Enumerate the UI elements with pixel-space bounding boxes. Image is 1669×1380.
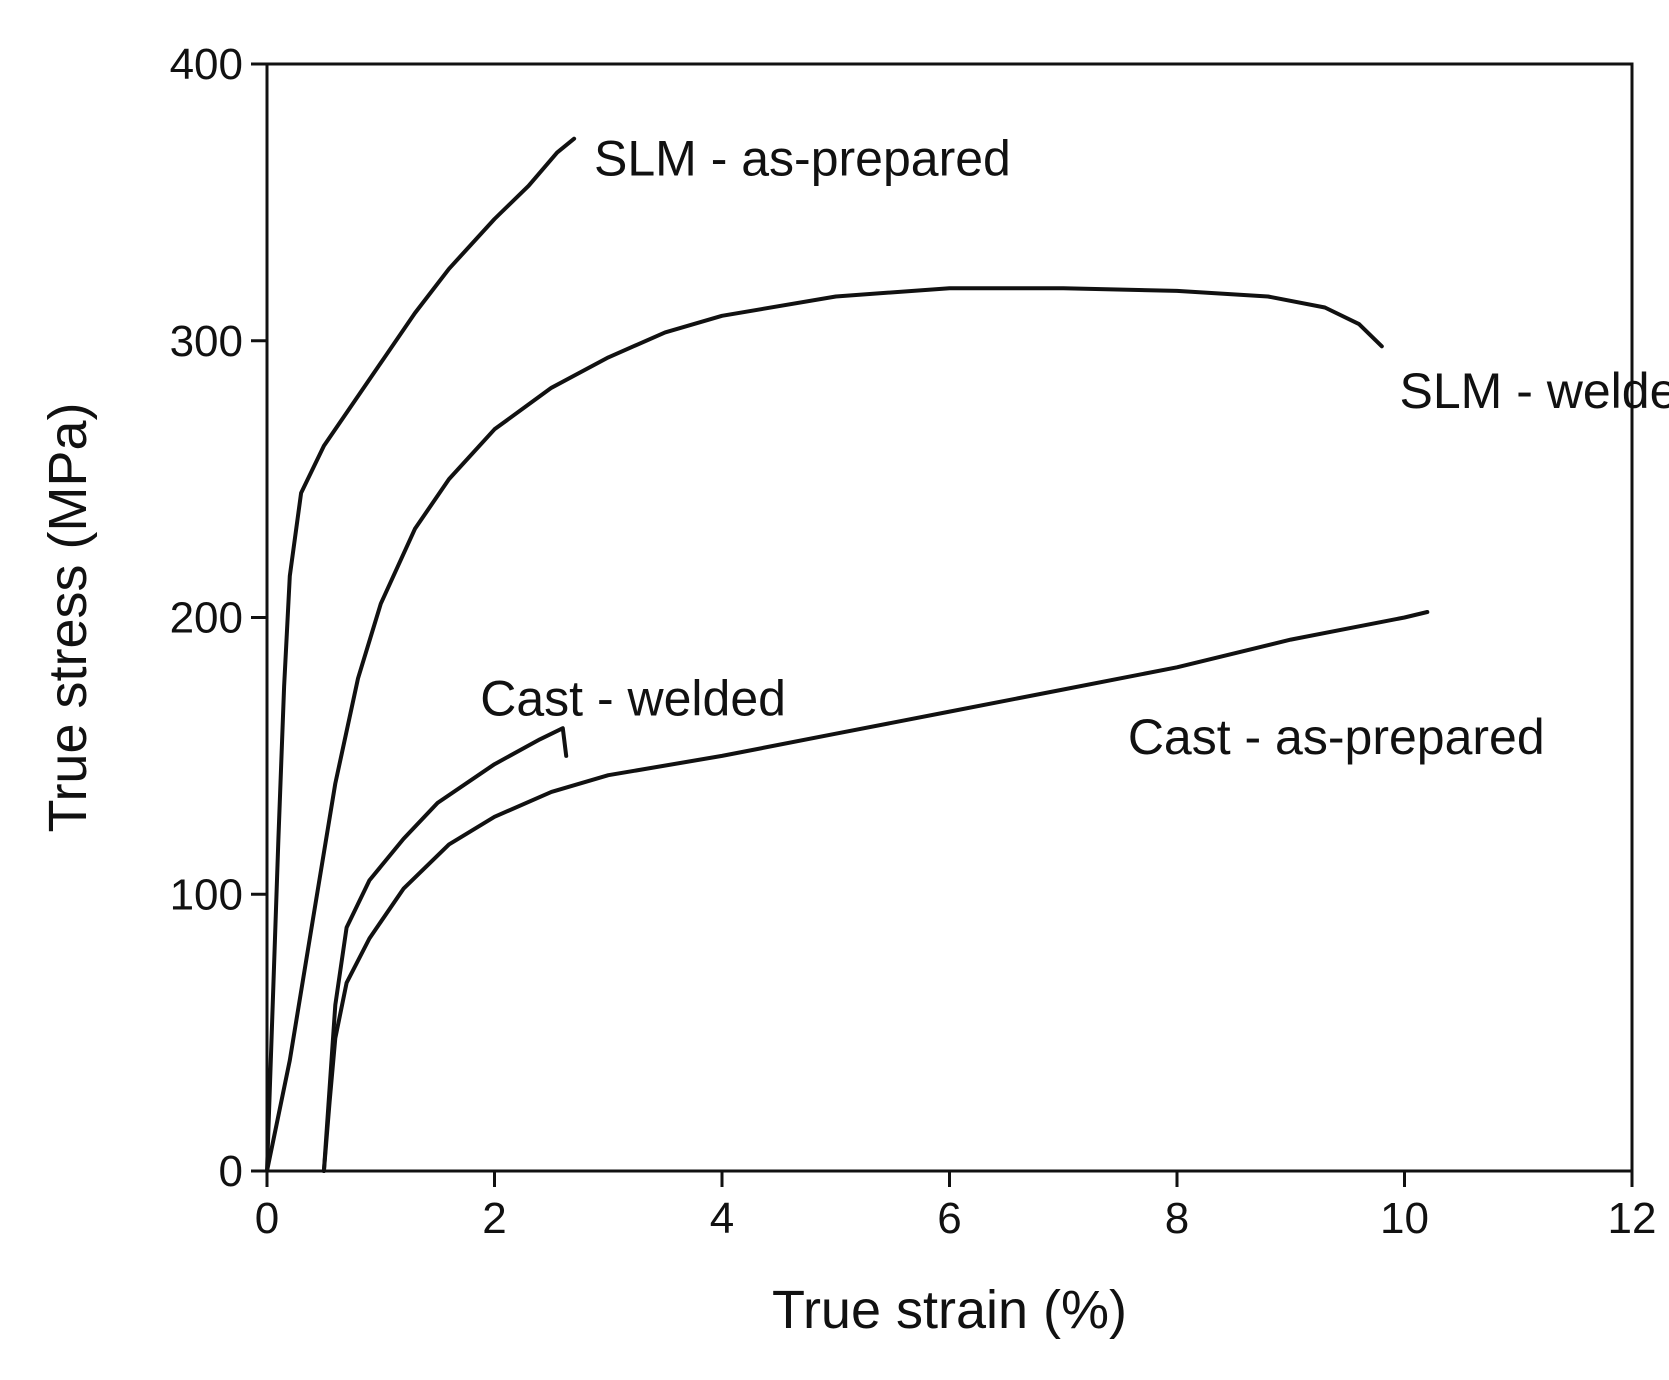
x-tick-label: 0	[255, 1194, 279, 1243]
series-label-0: SLM - as-prepared	[594, 131, 1011, 187]
series-line-1	[265, 286, 1384, 1173]
ticks-layer: 0 2 4 6 8 10 12 0 100 200 300 400	[170, 40, 1657, 1243]
x-tick-label: 10	[1380, 1194, 1429, 1243]
series-label-1: SLM - welded	[1400, 363, 1669, 419]
series-layer	[265, 136, 1430, 1173]
series-line-3	[321, 610, 1430, 1173]
x-tick-label: 8	[1165, 1194, 1189, 1243]
series-label-3: Cast - as-prepared	[1128, 709, 1545, 765]
x-axis-title: True strain (%)	[772, 1280, 1127, 1340]
y-tick-label: 0	[219, 1147, 243, 1196]
x-tick-label: 2	[482, 1194, 506, 1243]
x-tick-label: 4	[710, 1194, 734, 1243]
y-tick-label: 300	[170, 317, 243, 366]
x-tick-label: 12	[1608, 1194, 1657, 1243]
plot-frame	[265, 62, 1634, 1173]
labels-layer: SLM - as-prepared SLM - welded Cast - weld…	[480, 131, 1669, 765]
series-line-2	[321, 726, 569, 1173]
y-tick-label: 400	[170, 40, 243, 89]
series-line-0	[265, 136, 577, 1173]
axes-layer	[265, 62, 1634, 1173]
x-tick-label: 6	[937, 1194, 961, 1243]
y-axis-title: True stress (MPa)	[38, 402, 98, 832]
series-label-2: Cast - welded	[480, 670, 786, 726]
y-tick-label: 200	[170, 594, 243, 643]
y-tick-label: 100	[170, 870, 243, 919]
